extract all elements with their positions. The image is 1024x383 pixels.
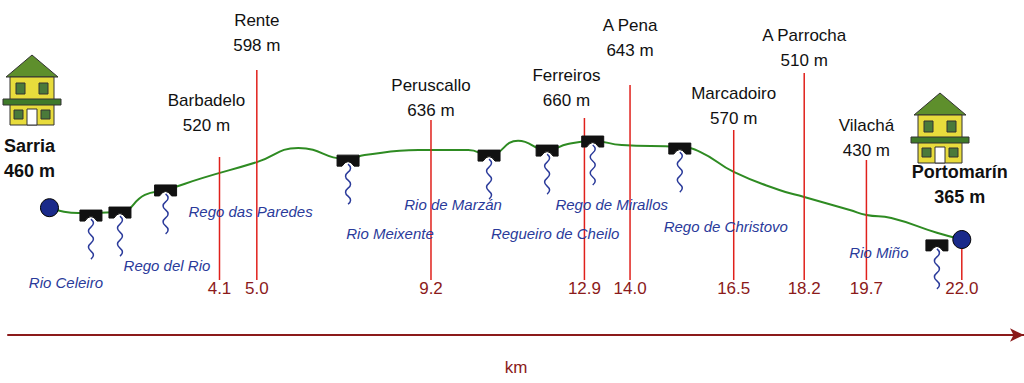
svg-text:Sarria: Sarria: [4, 136, 56, 156]
svg-text:Barbadelo: Barbadelo: [168, 91, 246, 110]
svg-text:570 m: 570 m: [710, 109, 757, 128]
svg-text:22.0: 22.0: [945, 279, 978, 298]
svg-text:Rio Celeiro: Rio Celeiro: [29, 274, 103, 291]
svg-text:Rente: Rente: [234, 11, 279, 30]
svg-text:365 m: 365 m: [934, 187, 985, 207]
svg-text:12.9: 12.9: [568, 279, 601, 298]
svg-text:18.2: 18.2: [788, 279, 821, 298]
svg-text:Ferreiros: Ferreiros: [532, 66, 600, 85]
svg-text:9.2: 9.2: [419, 279, 443, 298]
svg-text:km: km: [505, 358, 528, 377]
svg-text:14.0: 14.0: [613, 279, 646, 298]
svg-text:19.7: 19.7: [850, 279, 883, 298]
svg-text:636 m: 636 m: [407, 101, 454, 120]
svg-text:Vilachá: Vilachá: [839, 116, 895, 135]
svg-text:Peruscallo: Peruscallo: [391, 76, 470, 95]
svg-text:Rio Miño: Rio Miño: [849, 244, 908, 261]
svg-text:16.5: 16.5: [717, 279, 750, 298]
svg-text:4.1: 4.1: [208, 279, 232, 298]
svg-text:Regueiro de Cheilo: Regueiro de Cheilo: [491, 225, 619, 242]
svg-text:Rio Meixente: Rio Meixente: [346, 225, 434, 242]
svg-text:510 m: 510 m: [781, 51, 828, 70]
svg-text:643 m: 643 m: [606, 41, 653, 60]
svg-text:460 m: 460 m: [4, 161, 55, 181]
svg-text:Rego das Paredes: Rego das Paredes: [188, 203, 313, 220]
svg-text:520 m: 520 m: [183, 116, 230, 135]
svg-text:Marcadoiro: Marcadoiro: [691, 84, 776, 103]
svg-text:Rego del Rio: Rego del Rio: [124, 257, 211, 274]
svg-text:Portomarín: Portomarín: [912, 162, 1008, 182]
svg-text:A Parrocha: A Parrocha: [762, 26, 847, 45]
svg-text:430 m: 430 m: [843, 141, 890, 160]
svg-text:A Pena: A Pena: [603, 16, 658, 35]
svg-text:660 m: 660 m: [543, 91, 590, 110]
svg-text:598 m: 598 m: [233, 36, 280, 55]
svg-text:Rego de Christovo: Rego de Christovo: [664, 218, 788, 235]
svg-text:Rio de Marzán: Rio de Marzán: [404, 196, 502, 213]
svg-text:5.0: 5.0: [245, 279, 269, 298]
svg-text:Rego de Mirallos: Rego de Mirallos: [555, 196, 668, 213]
